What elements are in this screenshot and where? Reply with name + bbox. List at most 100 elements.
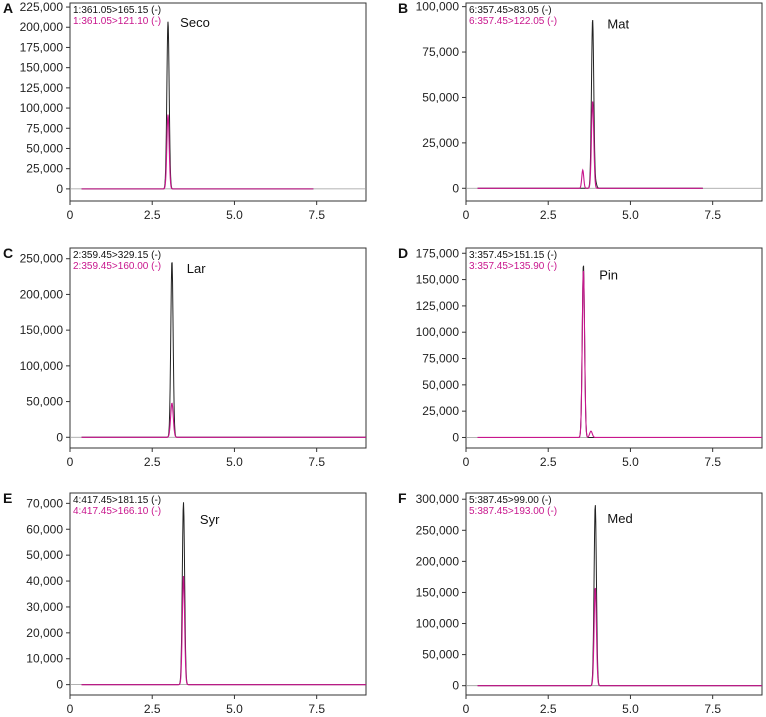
x-tick-label: 0 bbox=[463, 455, 470, 469]
x-tick-label: 0 bbox=[67, 208, 74, 222]
peak-label: Pin bbox=[599, 268, 618, 283]
y-tick-label: 50,000 bbox=[422, 90, 459, 104]
y-tick-label: 0 bbox=[452, 679, 459, 693]
trace-label-secondary: 3:357.45>135.90 (-) bbox=[469, 261, 557, 272]
series-line-primary bbox=[478, 20, 703, 188]
x-tick-label: 5.0 bbox=[622, 702, 639, 716]
y-tick-label: 0 bbox=[452, 181, 459, 195]
panel-letter: B bbox=[398, 0, 408, 16]
y-tick-label: 75,000 bbox=[26, 121, 63, 135]
x-tick-label: 0 bbox=[67, 455, 74, 469]
x-tick-label: 2.5 bbox=[144, 702, 161, 716]
panel-letter: E bbox=[3, 490, 12, 506]
series-line-primary bbox=[478, 505, 762, 686]
series-line-secondary bbox=[82, 403, 366, 437]
x-tick-label: 2.5 bbox=[540, 208, 557, 222]
x-tick-label: 7.5 bbox=[704, 455, 721, 469]
y-tick-label: 100,000 bbox=[20, 359, 64, 373]
y-tick-label: 175,000 bbox=[416, 246, 460, 260]
y-tick-label: 150,000 bbox=[20, 61, 64, 75]
series-line-secondary bbox=[478, 271, 762, 438]
y-tick-label: 30,000 bbox=[26, 600, 63, 614]
y-tick-label: 175,000 bbox=[20, 40, 64, 54]
peak-label: Med bbox=[607, 511, 632, 526]
y-tick-label: 100,000 bbox=[20, 101, 64, 115]
y-tick-label: 70,000 bbox=[26, 496, 63, 510]
y-tick-label: 0 bbox=[452, 430, 459, 444]
x-tick-label: 5.0 bbox=[226, 702, 243, 716]
x-tick-label: 2.5 bbox=[540, 455, 557, 469]
y-tick-label: 150,000 bbox=[416, 585, 460, 599]
y-tick-label: 100,000 bbox=[416, 617, 460, 631]
x-tick-label: 0 bbox=[463, 208, 470, 222]
x-tick-label: 5.0 bbox=[622, 208, 639, 222]
plot-frame bbox=[70, 248, 366, 448]
panel-e: E 0 10,000 20,000 30,000 40,000 50,000 60,000 70… bbox=[3, 490, 366, 716]
y-tick-label: 125,000 bbox=[416, 299, 460, 313]
y-tick-label: 25,000 bbox=[422, 136, 459, 150]
trace-label-primary: 6:357.45>83.05 (-) bbox=[469, 5, 552, 16]
y-tick-label: 125,000 bbox=[20, 81, 64, 95]
panel-letter: A bbox=[3, 0, 13, 16]
trace-label-primary: 3:357.45>151.15 (-) bbox=[469, 250, 557, 261]
x-tick-label: 7.5 bbox=[704, 702, 721, 716]
x-tick-label: 2.5 bbox=[144, 208, 161, 222]
y-tick-label: 100,000 bbox=[416, 0, 460, 14]
y-tick-label: 250,000 bbox=[416, 523, 460, 537]
trace-label-secondary: 5:387.45>193.00 (-) bbox=[469, 506, 557, 517]
panel-d: D 0 25,000 50,000 75,000 100,000 125,000 150,00… bbox=[398, 245, 762, 469]
y-tick-label: 50,000 bbox=[26, 141, 63, 155]
peak-label: Mat bbox=[607, 16, 629, 31]
panel-letter: D bbox=[398, 245, 408, 261]
y-tick-label: 200,000 bbox=[416, 554, 460, 568]
y-tick-label: 75,000 bbox=[422, 45, 459, 59]
panel-b: B 0 25,000 50,000 75,000 100,000 0 2.5 5.0 7.5 6:3… bbox=[398, 0, 762, 222]
series-line-primary bbox=[82, 22, 314, 189]
trace-label-secondary: 4:417.45>166.10 (-) bbox=[73, 506, 161, 517]
trace-label-primary: 4:417.45>181.15 (-) bbox=[73, 495, 161, 506]
y-tick-label: 50,000 bbox=[422, 378, 459, 392]
x-tick-label: 7.5 bbox=[308, 702, 325, 716]
y-tick-label: 200,000 bbox=[20, 287, 64, 301]
series-line-primary bbox=[478, 266, 762, 438]
y-tick-label: 200,000 bbox=[20, 20, 64, 34]
y-tick-label: 50,000 bbox=[26, 548, 63, 562]
x-tick-label: 5.0 bbox=[226, 208, 243, 222]
trace-label-primary: 2:359.45>329.15 (-) bbox=[73, 250, 161, 261]
panel-letter: F bbox=[398, 490, 407, 506]
y-tick-label: 250,000 bbox=[20, 252, 64, 266]
x-tick-label: 5.0 bbox=[226, 455, 243, 469]
y-tick-label: 40,000 bbox=[26, 574, 63, 588]
y-tick-label: 0 bbox=[56, 430, 63, 444]
y-tick-label: 0 bbox=[56, 678, 63, 692]
x-tick-label: 2.5 bbox=[540, 702, 557, 716]
panel-a: A 0 25,000 50,000 75,000 100,000 125,000 150,00… bbox=[3, 0, 366, 222]
trace-label-secondary: 6:357.45>122.05 (-) bbox=[469, 16, 557, 27]
peak-label: Lar bbox=[187, 261, 206, 276]
panel-f: F 0 50,000 100,000 150,000 200,000 250,000 300,… bbox=[398, 490, 762, 716]
trace-label-primary: 5:387.45>99.00 (-) bbox=[469, 495, 552, 506]
peak-label: Seco bbox=[180, 15, 210, 30]
y-tick-label: 20,000 bbox=[26, 626, 63, 640]
x-tick-label: 7.5 bbox=[308, 455, 325, 469]
plot-frame bbox=[466, 3, 762, 201]
y-tick-label: 60,000 bbox=[26, 522, 63, 536]
series-line-primary bbox=[82, 502, 366, 684]
series-line-secondary bbox=[82, 576, 366, 685]
y-tick-label: 50,000 bbox=[422, 648, 459, 662]
y-tick-label: 300,000 bbox=[416, 492, 460, 506]
peak-label: Syr bbox=[200, 512, 220, 527]
y-tick-label: 100,000 bbox=[416, 325, 460, 339]
x-tick-label: 5.0 bbox=[622, 455, 639, 469]
panel-letter: C bbox=[3, 245, 13, 261]
x-tick-label: 0 bbox=[67, 702, 74, 716]
series-line-secondary bbox=[478, 588, 762, 686]
y-tick-label: 225,000 bbox=[20, 0, 64, 14]
y-tick-label: 10,000 bbox=[26, 652, 63, 666]
panel-c: C 0 50,000 100,000 150,000 200,000 250,000 0 2.5… bbox=[3, 245, 366, 469]
x-tick-label: 7.5 bbox=[704, 208, 721, 222]
series-line-secondary bbox=[82, 115, 314, 189]
y-tick-label: 25,000 bbox=[422, 404, 459, 418]
trace-label-primary: 1:361.05>165.15 (-) bbox=[73, 5, 161, 16]
